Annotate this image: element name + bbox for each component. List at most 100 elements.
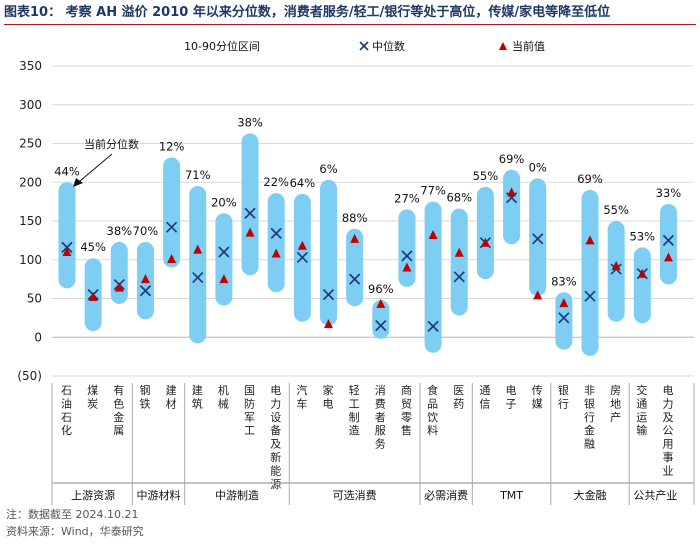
- median-marker: [322, 289, 335, 301]
- range-bar: [503, 169, 521, 245]
- percentile-label: 12%: [159, 139, 185, 153]
- group-labels: 上游资源 中游材料 中游制造 可选消费 必需消费 TMT 大金融 公共产业: [51, 383, 695, 505]
- range-bars: [58, 133, 677, 356]
- footnote-source: 资料来源：Wind，华泰研究: [6, 525, 144, 538]
- category-label: 有色金属: [113, 383, 124, 437]
- current-marker: [193, 244, 203, 254]
- footnote-date: 注：数据截至 2024.10.21: [6, 508, 139, 521]
- current-marker: [88, 291, 98, 301]
- current-marker: [663, 252, 673, 262]
- category-label: 煤炭: [87, 384, 98, 410]
- category-label: 轻工制造: [349, 383, 360, 437]
- legend-median-label: 中位数: [372, 39, 405, 53]
- current-marker: [507, 187, 517, 197]
- category-label: 消费者服务: [375, 383, 386, 451]
- group-label: 中游材料: [137, 488, 181, 502]
- percentile-label: 83%: [551, 274, 577, 288]
- range-bar: [346, 228, 364, 307]
- category-label: 银行: [558, 383, 569, 410]
- group-label: 可选消费: [333, 488, 377, 502]
- y-tick-label: (50): [17, 369, 42, 383]
- category-label: 传媒: [532, 384, 543, 410]
- y-tick-label: 100: [19, 253, 42, 267]
- legend-current-icon: [499, 42, 507, 50]
- percentile-label: 22%: [263, 175, 289, 189]
- median-marker: [662, 234, 675, 246]
- current-marker: [454, 247, 464, 257]
- current-marker: [533, 290, 543, 300]
- percentile-label: 96%: [368, 282, 394, 296]
- percentile-label: 38%: [237, 115, 263, 129]
- percentile-label: 44%: [54, 164, 80, 178]
- current-marker: [219, 274, 229, 284]
- median-marker: [427, 320, 439, 333]
- figure-title: 图表10： 考察 AH 溢价 2010 年以来分位数，消费者服务/轻工/银行等处…: [4, 2, 696, 25]
- median-marker: [244, 207, 256, 219]
- category-label: 房地产: [610, 384, 621, 424]
- category-label: 建材: [166, 383, 177, 410]
- range-bar: [189, 186, 207, 344]
- category-label: 通信: [479, 384, 490, 410]
- annotation-arrowhead-icon: [73, 178, 83, 187]
- legend-range-label: 10-90分位区间: [184, 39, 260, 53]
- current-marker: [637, 268, 647, 278]
- median-marker: [192, 271, 204, 284]
- current-marker: [297, 240, 307, 250]
- median-marker: [532, 233, 544, 245]
- range-bar: [633, 247, 651, 324]
- range-bar: [110, 241, 128, 304]
- current-marker: [402, 262, 412, 272]
- category-label: 非银行金融: [584, 384, 595, 451]
- category-label: 钢铁: [139, 384, 150, 410]
- current-marker: [114, 282, 124, 292]
- percentile-label: 45%: [80, 240, 106, 254]
- category-label: 石油石化: [61, 384, 72, 437]
- y-tick-label: 0: [34, 330, 42, 344]
- percentile-label: 69%: [577, 172, 603, 186]
- category-label: 建筑: [192, 383, 203, 410]
- percentile-label: 70%: [133, 224, 159, 238]
- percentile-label: 53%: [630, 229, 656, 243]
- median-marker: [584, 290, 596, 302]
- percentile-label: 88%: [342, 211, 368, 225]
- category-label: 电力设备及新能源: [270, 384, 281, 491]
- y-axis: 350 300 250 200 150 100 50 0 (50): [17, 59, 42, 383]
- current-marker: [324, 319, 333, 329]
- legend-current-label: 当前值: [512, 39, 545, 53]
- category-label: 医药: [453, 384, 464, 410]
- range-bar: [659, 203, 677, 285]
- range-bar: [581, 190, 599, 356]
- current-marker: [245, 227, 255, 237]
- median-marker: [453, 271, 465, 283]
- category-label: 机械: [218, 383, 229, 410]
- legend: 10-90分位区间 中位数 当前值: [184, 39, 545, 53]
- median-marker: [165, 221, 178, 233]
- current-marker: [167, 253, 177, 263]
- current-marker: [271, 248, 281, 258]
- current-marker: [480, 237, 490, 247]
- range-bar: [607, 221, 625, 322]
- footnotes: 注：数据截至 2024.10.21 资料来源：Wind，华泰研究: [6, 506, 144, 540]
- percentile-label: 20%: [211, 195, 237, 209]
- category-label: 家电: [323, 383, 334, 410]
- category-label: 汽车: [296, 383, 307, 410]
- percentile-label: 71%: [185, 168, 211, 182]
- annotation-label: 当前分位数: [84, 137, 139, 151]
- current-marker: [62, 247, 72, 256]
- range-bar: [267, 193, 285, 293]
- category-label: 商贸零售: [401, 383, 412, 437]
- current-marker: [376, 298, 386, 308]
- y-tick-label: 50: [27, 292, 42, 306]
- group-label: 中游制造: [215, 488, 259, 502]
- group-label: 上游资源: [71, 488, 115, 502]
- range-bar: [424, 201, 442, 353]
- percentile-label: 64%: [290, 176, 316, 190]
- y-tick-label: 350: [19, 59, 42, 73]
- range-bar: [529, 178, 547, 297]
- percentile-label: 0%: [529, 160, 547, 174]
- category-label: 食品饮料: [427, 383, 438, 437]
- percentile-label: 33%: [656, 186, 682, 200]
- median-marker: [375, 320, 387, 332]
- group-label: 必需消费: [424, 488, 468, 502]
